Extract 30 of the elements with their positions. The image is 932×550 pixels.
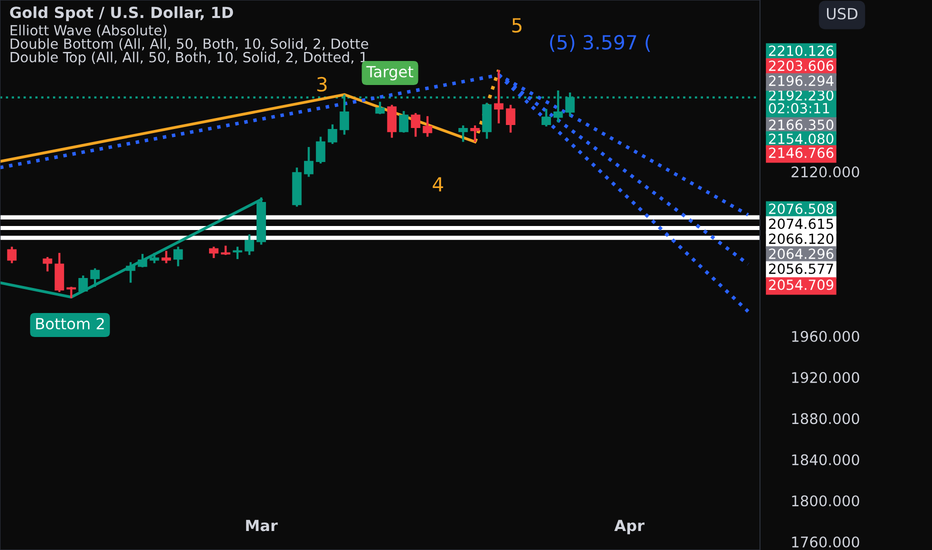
text: 2166.350: [769, 120, 834, 130]
text: USD: [827, 8, 858, 20]
annotation: Target: [366, 66, 414, 80]
annotation: (5) 3.597 (: [550, 34, 650, 52]
y-tick-label: 1800.000: [792, 495, 860, 506]
chart-title: Gold Spot / U.S. Dollar, 1D: [10, 6, 234, 22]
annotation: 3: [317, 76, 327, 92]
text: 2203.606: [769, 60, 834, 72]
ref-line-label: 2192.230 02:03:11: [768, 90, 834, 114]
annotation: 4: [432, 177, 444, 192]
text: 2054.709: [769, 280, 834, 290]
text: 2074.615: [769, 218, 834, 230]
y-tick-label: 1840.000: [792, 454, 860, 466]
y-tick-label: 1880.000: [792, 413, 860, 424]
text: 2064.296: [769, 248, 834, 260]
annotation: 5: [512, 18, 522, 33]
text: 2146.766: [769, 148, 834, 158]
text: 2154.080: [769, 134, 834, 144]
text: 2196.294: [769, 76, 834, 86]
text: 2066.120: [769, 234, 834, 244]
x-tick-label: Mar: [246, 520, 278, 532]
text: 2076.508: [769, 204, 834, 214]
x-tick-label: Apr: [614, 520, 644, 534]
y-tick-label: 1960.000: [792, 330, 860, 342]
y-tick-label: 1760.000: [792, 536, 860, 548]
text: 2056.577: [769, 264, 834, 274]
y-tick-label: 1920.000: [792, 372, 860, 384]
y-tick-label: 2120.000: [792, 166, 860, 178]
text: 2210.126: [769, 46, 834, 56]
annotation: Bottom 2: [36, 318, 104, 330]
